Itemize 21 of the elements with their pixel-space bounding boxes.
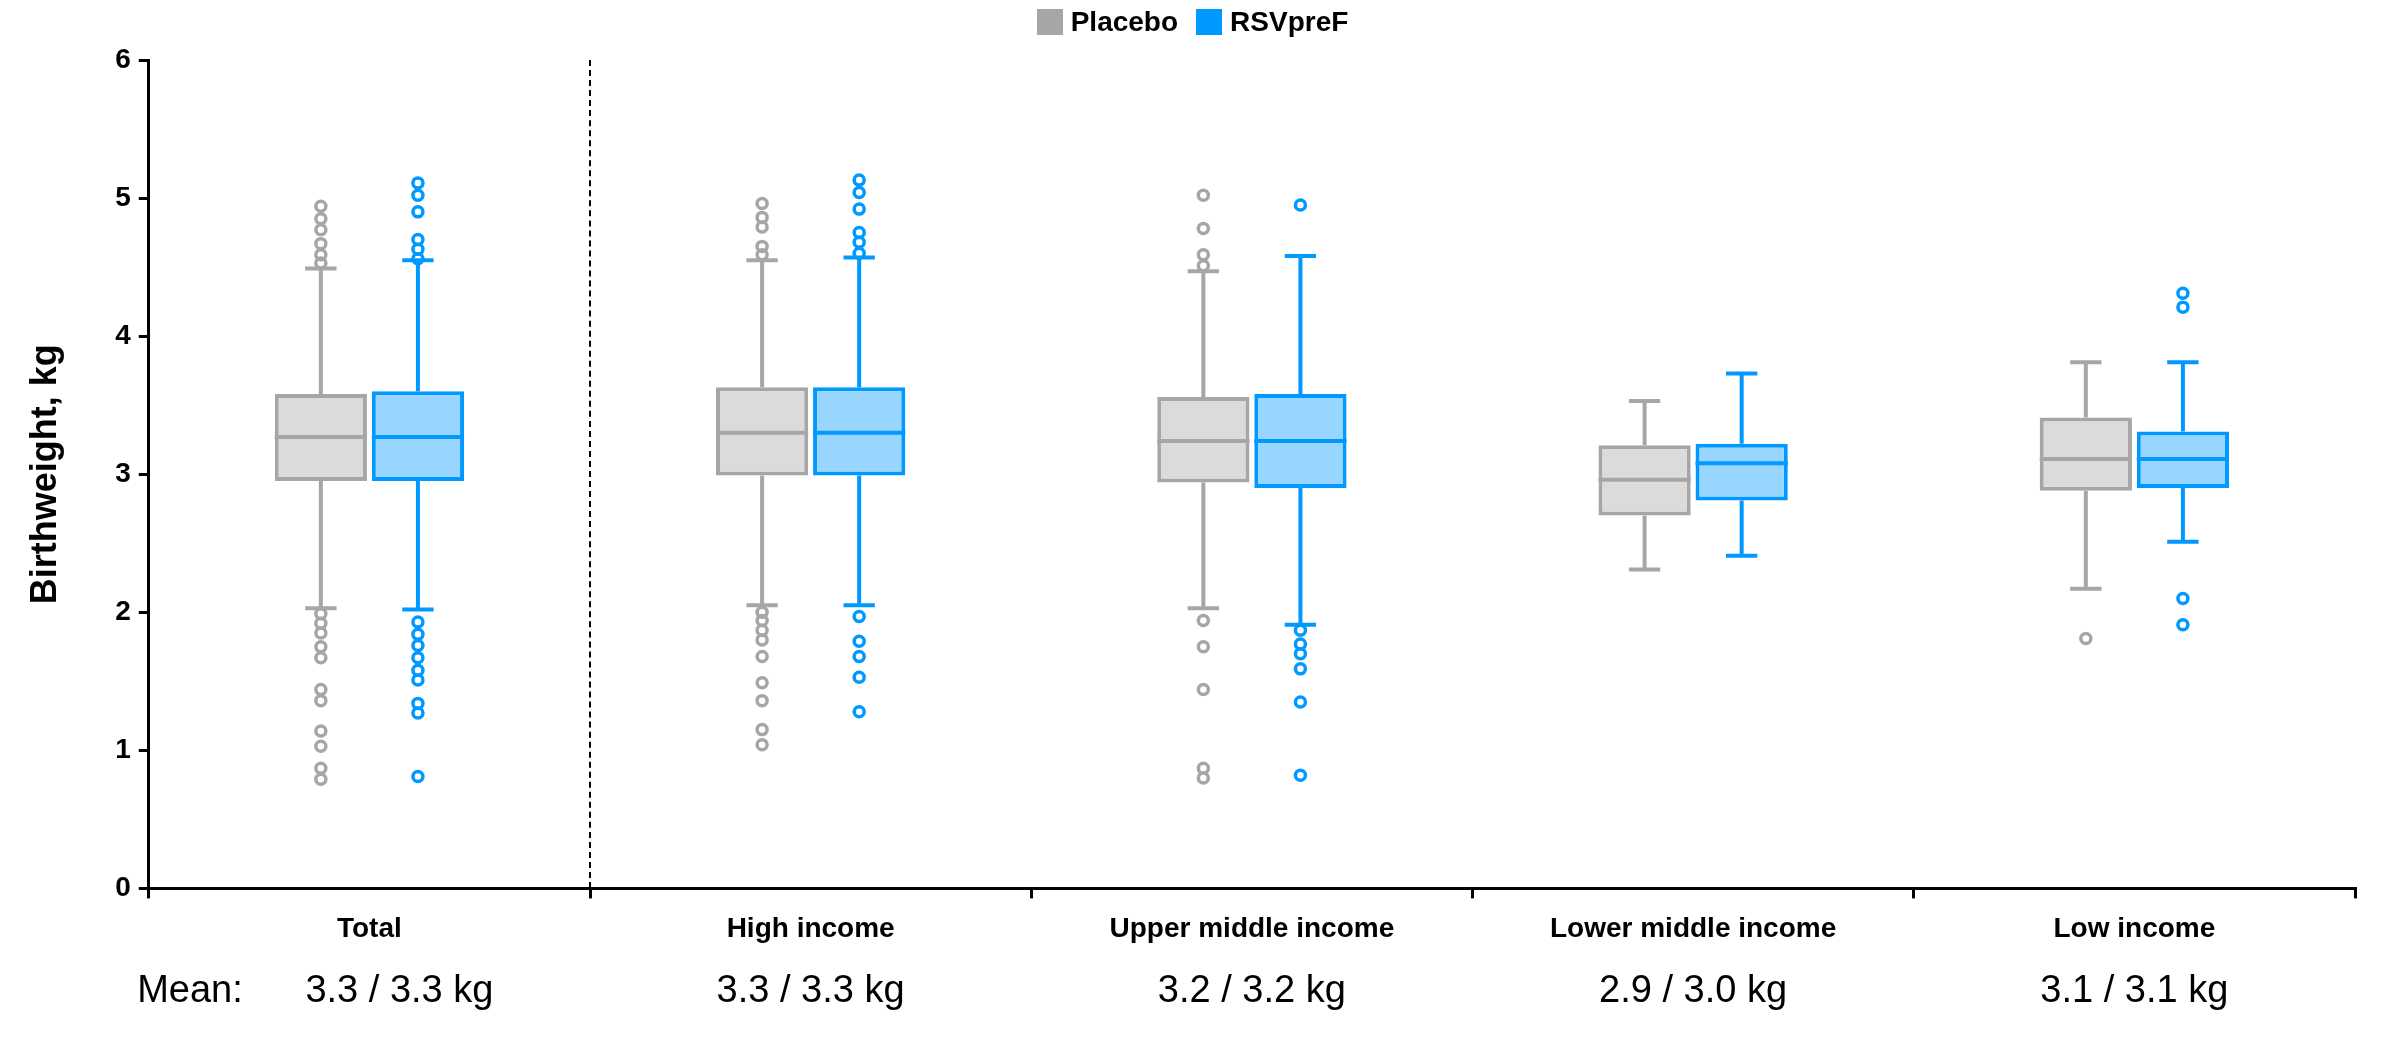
legend-label: Placebo <box>1070 6 1179 38</box>
x-tick-label: Total <box>336 911 402 943</box>
y-axis-title: Birthweight, kg <box>22 344 64 605</box>
text: 3.2 / 3.2 kg <box>1157 968 1346 1011</box>
y-tick-label: 0 <box>115 871 131 903</box>
text: 3.1 / 3.1 kg <box>2040 968 2229 1011</box>
x-tick-label: Upper middle income <box>1109 911 1395 943</box>
x-tick-label: High income <box>726 911 895 943</box>
y-tick-label: 1 <box>115 733 131 765</box>
text: 3.3 / 3.3 kg <box>305 968 494 1011</box>
y-tick-label: 2 <box>115 594 131 626</box>
y-tick-label: 5 <box>115 180 131 212</box>
x-tick-label: Lower middle income <box>1549 911 1837 943</box>
y-tick-label: 4 <box>115 318 132 350</box>
text: 2.9 / 3.0 kg <box>1599 968 1788 1011</box>
text: 3.3 / 3.3 kg <box>716 968 905 1011</box>
y-tick-label: 6 <box>115 42 131 74</box>
text: Mean: <box>137 968 243 1011</box>
y-tick-label: 3 <box>115 456 131 488</box>
x-tick-label: Low income <box>2053 911 2216 943</box>
legend-label: RSVpreF <box>1230 6 1349 38</box>
